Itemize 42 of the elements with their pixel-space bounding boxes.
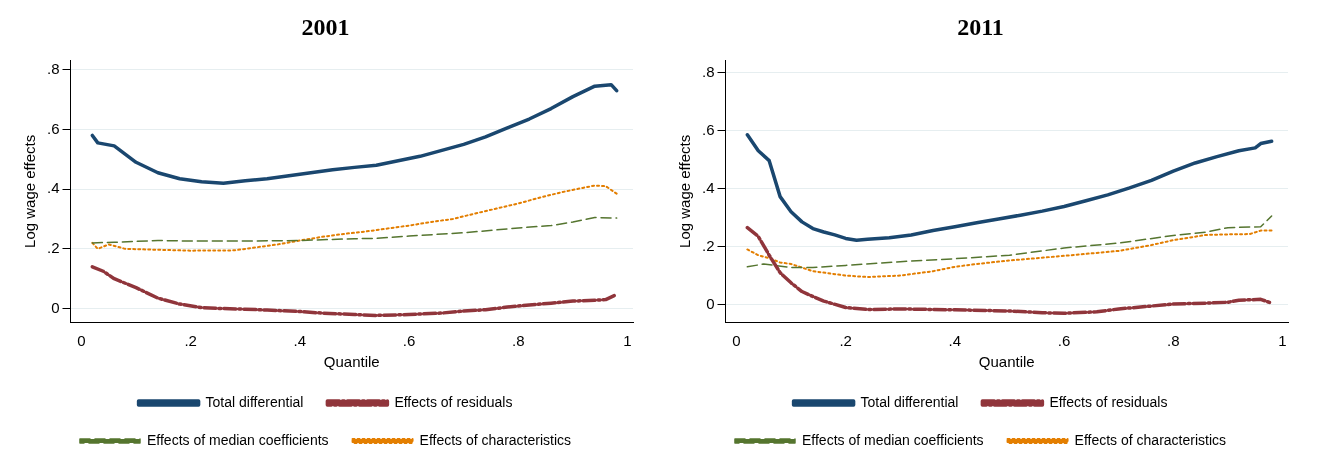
legend-label: Effects of characteristics xyxy=(419,431,572,448)
y-axis-title: Log wage effects xyxy=(21,134,39,248)
x-tick-label: 0 xyxy=(77,332,86,350)
legend-label: Effects of residuals xyxy=(1049,393,1168,410)
legend-label: Total differential xyxy=(205,393,304,410)
line-series xyxy=(90,265,619,318)
y-tick-label: .2 xyxy=(701,236,715,254)
y-axis-title: Log wage effects xyxy=(676,134,694,248)
y-tick-label: 0 xyxy=(51,298,60,316)
y-tick-label: .6 xyxy=(46,119,60,137)
x-axis-title: Quantile xyxy=(978,353,1035,371)
x-tick-label: .4 xyxy=(293,332,307,350)
chart-title: 2011 xyxy=(957,13,1004,40)
x-axis-title: Quantile xyxy=(323,353,380,371)
x-tick-label: 1 xyxy=(623,332,632,350)
y-tick-label: .4 xyxy=(701,178,715,196)
legend-label: Effects of median coefficients xyxy=(801,431,984,448)
line-series xyxy=(91,184,618,252)
legend-label: Total differential xyxy=(860,393,959,410)
x-tick-label: 1 xyxy=(1278,332,1287,350)
legend-label: Effects of median coefficients xyxy=(146,431,329,448)
x-tick-label: .2 xyxy=(839,332,852,350)
y-tick-label: .2 xyxy=(46,239,60,256)
x-tick-label: .8 xyxy=(1167,332,1180,350)
y-tick-label: 0 xyxy=(706,294,715,312)
legend-label: Effects of characteristics xyxy=(1074,431,1227,448)
y-tick-label: .8 xyxy=(46,59,60,77)
x-tick-label: .2 xyxy=(184,332,197,350)
line-series xyxy=(91,216,618,244)
line-series xyxy=(746,229,1273,279)
x-tick-label: .8 xyxy=(512,332,525,350)
x-tick-label: .6 xyxy=(402,332,416,350)
line-series xyxy=(745,225,1274,316)
x-tick-label: .6 xyxy=(1057,332,1071,350)
y-tick-label: .4 xyxy=(46,179,60,197)
legend-label: Effects of residuals xyxy=(394,393,513,410)
x-tick-label: .4 xyxy=(948,332,962,350)
x-tick-label: 0 xyxy=(732,332,741,350)
chart-title: 2001 xyxy=(301,13,350,40)
y-tick-label: .8 xyxy=(701,62,715,80)
y-tick-label: .6 xyxy=(701,120,715,138)
line-series xyxy=(746,215,1273,269)
